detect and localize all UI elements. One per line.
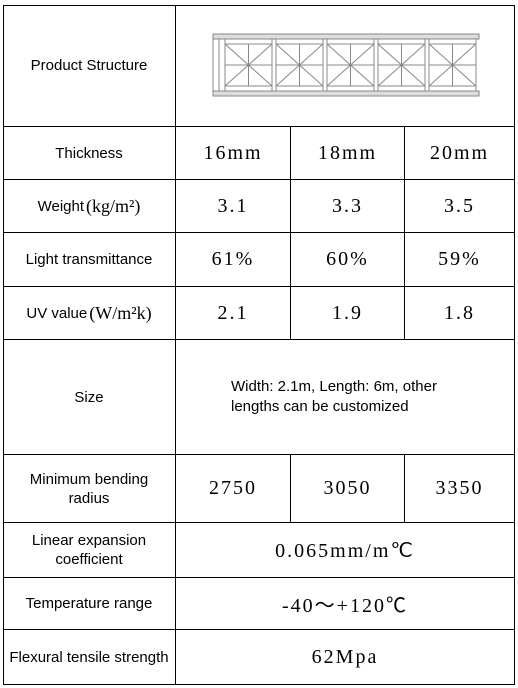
value-cell: 16mm [176, 127, 291, 180]
cell-text: Thickness [55, 144, 123, 162]
cell-text: 60% [326, 248, 369, 270]
row-label: Size [3, 340, 176, 455]
value-cell: 3.1 [176, 180, 291, 233]
row-label: Minimum bending radius [3, 455, 176, 523]
value-cell: 18mm [291, 127, 405, 180]
cell-text: 20mm [429, 141, 490, 164]
value-cell: 3050 [291, 455, 405, 523]
row-label: Product Structure [3, 5, 176, 127]
value-cell: 0.065mm/m℃ [176, 523, 515, 578]
cell-text: 61% [211, 248, 255, 270]
value-cell: 1.9 [291, 287, 405, 340]
cell-text: Width: 2.1m, Length: 6m, other lengths c… [231, 378, 437, 415]
cell-text: 3350 [435, 477, 484, 499]
value-cell: 20mm [405, 127, 515, 180]
cell-text: Minimum bending radius [29, 470, 149, 507]
cell-text: Flexural tensile strength [9, 648, 169, 666]
cell-text: 3050 [323, 477, 372, 499]
cell-text: Light transmittance [25, 251, 153, 268]
row-label: Light transmittance [3, 233, 176, 287]
value-cell: 1.8 [405, 287, 515, 340]
value-cell: 62Mpa [176, 630, 515, 685]
value-cell: -40～+120℃ [176, 578, 515, 630]
value-cell: 3.3 [291, 180, 405, 233]
cell-text: 59% [438, 248, 481, 270]
value-cell: 61% [176, 233, 291, 287]
cell-text: Weight [37, 197, 85, 215]
value-cell: 59% [405, 233, 515, 287]
cell-text: 3.1 [217, 194, 249, 217]
value-cell: Width: 2.1m, Length: 6m, other lengths c… [176, 340, 515, 455]
cell-text: 3.3 [332, 194, 363, 217]
cell-text: Product Structure [30, 57, 148, 74]
value-cell: 60% [291, 233, 405, 287]
cell-text: 1.9 [332, 301, 363, 324]
value-cell: 2.1 [176, 287, 291, 340]
cell-text: 2.1 [217, 301, 249, 324]
row-label: Linear expansion coefficient [3, 523, 176, 578]
cell-text: -40～+120℃ [282, 595, 408, 617]
row-label: Flexural tensile strength [3, 630, 176, 685]
cell-text: 3.5 [444, 194, 475, 217]
value-cell: 3.5 [405, 180, 515, 233]
cell-text: UV value [26, 304, 88, 322]
structure-diagram [212, 33, 480, 97]
cell-text: Linear expansion coefficient [31, 532, 147, 568]
cell-text: 18mm [317, 141, 378, 164]
row-label: Weight (kg/m²) [3, 180, 176, 233]
cell-text: (W/m²k) [89, 302, 152, 323]
cell-text: 2750 [209, 477, 257, 499]
cell-text: Size [74, 388, 104, 406]
cell-text: 1.8 [444, 301, 475, 324]
structure-cell [176, 5, 515, 127]
table-frame [3, 5, 515, 685]
value-cell: 3350 [405, 455, 515, 523]
cell-text: 62Mpa [311, 645, 379, 668]
cell-text: Temperature range [25, 595, 153, 612]
row-label: Temperature range [3, 578, 176, 630]
row-label: Thickness [3, 127, 176, 180]
cell-text: 0.065mm/m℃ [275, 539, 415, 562]
row-label: UV value (W/m²k) [3, 287, 176, 340]
value-cell: 2750 [176, 455, 291, 523]
cell-text: 16mm [203, 141, 263, 164]
cell-text: (kg/m²) [86, 195, 141, 216]
